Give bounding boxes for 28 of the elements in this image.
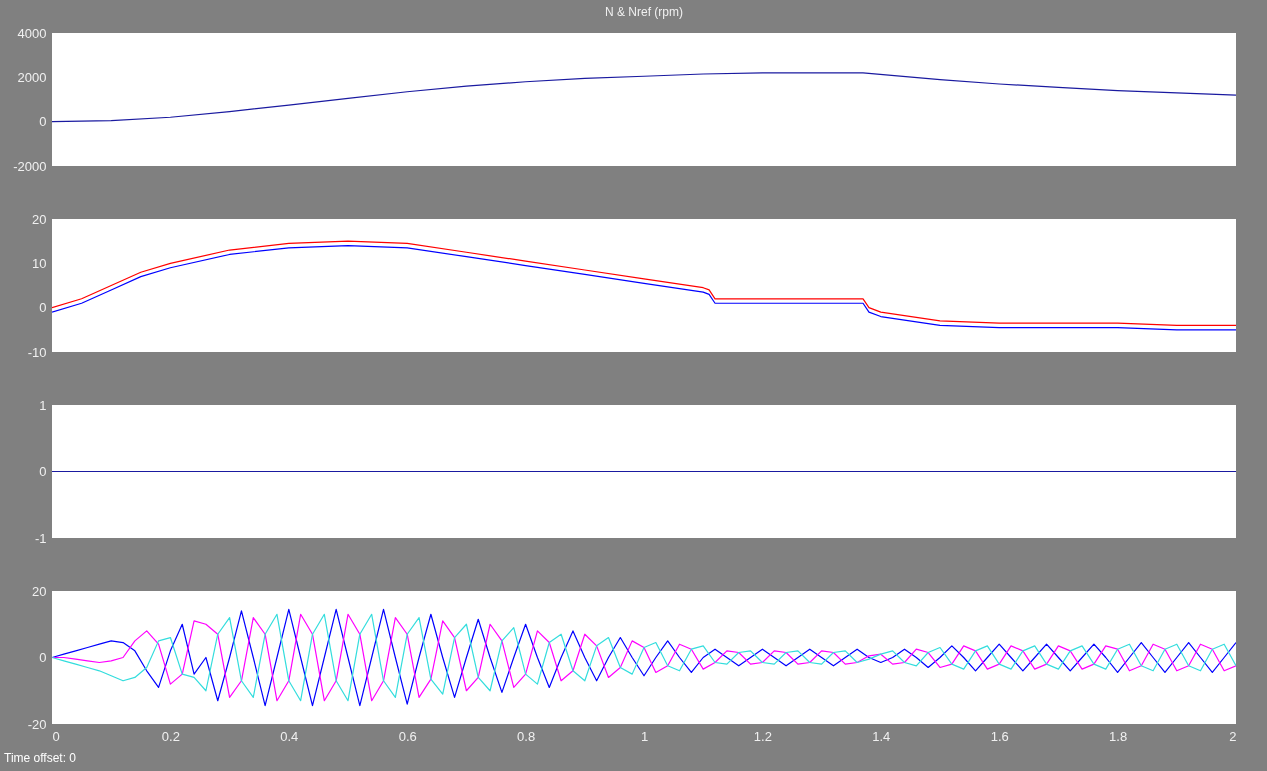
x-tick-label: 1.6	[990, 728, 1009, 744]
x-tick-label: 1	[640, 728, 649, 744]
line-series	[52, 72, 1236, 123]
y-tick-label: 10	[32, 255, 47, 271]
y-tick-label: -20	[27, 716, 47, 732]
x-tick-label: 0	[52, 728, 60, 744]
y-tick-label: -2000	[13, 158, 47, 174]
x-tick-label: 0.2	[161, 728, 180, 744]
text: Time offset: 0	[4, 751, 77, 765]
y-tick-label: 4000	[17, 25, 47, 41]
chart-title: N & Nref (rpm)	[605, 5, 683, 19]
y-tick-label: -1	[34, 530, 47, 546]
x-tick-label: 0.6	[398, 728, 417, 744]
y-tick-label: 20	[32, 211, 47, 227]
x-tick-label: 0.8	[517, 728, 536, 744]
x-tick-label: 1.2	[753, 728, 772, 744]
x-tick-label: 1.8	[1109, 728, 1128, 744]
y-tick-label: 20	[32, 583, 47, 599]
y-tick-label: 0	[39, 650, 47, 665]
y-tick-label: 0	[39, 114, 47, 130]
x-tick-label: 1.4	[872, 728, 891, 744]
x-tick-label: 0.4	[280, 728, 299, 744]
y-tick-label: -10	[27, 344, 47, 360]
y-tick-label: 1	[39, 397, 47, 413]
y-tick-label: 2000	[17, 69, 47, 85]
x-tick-label: 2	[1229, 728, 1237, 744]
y-tick-label: 0	[39, 464, 47, 479]
y-tick-label: 0	[39, 300, 47, 316]
